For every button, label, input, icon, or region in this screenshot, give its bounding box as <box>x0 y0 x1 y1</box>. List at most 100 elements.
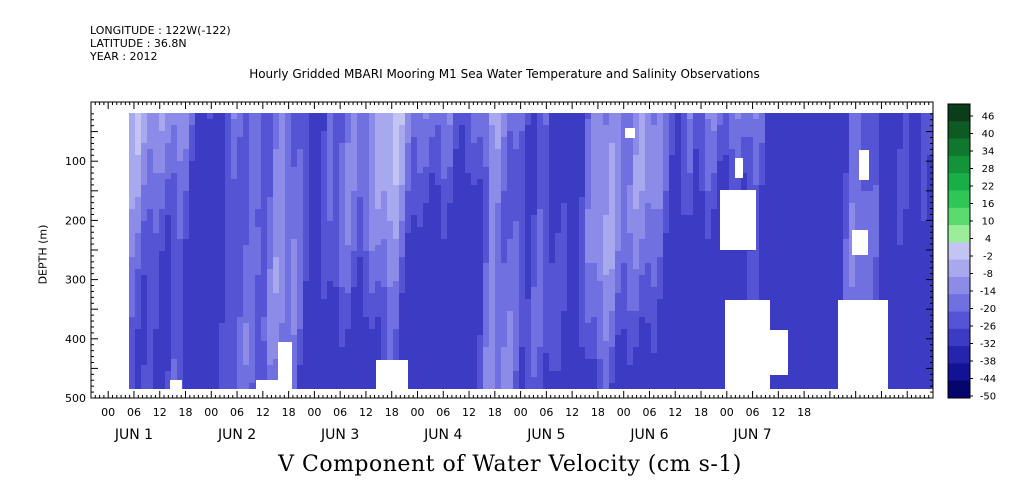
field-cell <box>291 293 298 300</box>
field-cell <box>219 113 226 120</box>
field-cell <box>771 113 778 120</box>
field-cell <box>243 215 250 222</box>
field-cell <box>651 167 658 174</box>
field-cell <box>375 167 382 174</box>
field-cell <box>357 113 364 120</box>
field-cell <box>663 245 670 252</box>
field-cell <box>579 329 586 336</box>
field-cell <box>393 191 400 198</box>
field-cell <box>357 323 364 330</box>
field-cell <box>261 197 268 204</box>
field-cell <box>249 329 256 336</box>
field-cell <box>351 197 358 204</box>
field-cell <box>243 167 250 174</box>
field-cell <box>567 227 574 234</box>
field-cell <box>753 251 760 258</box>
field-cell <box>567 377 574 384</box>
field-cell <box>651 281 658 288</box>
field-cell <box>495 281 502 288</box>
field-cell <box>501 143 508 150</box>
field-cell <box>159 209 166 216</box>
field-cell <box>303 131 310 138</box>
field-cell <box>423 329 430 336</box>
field-cell <box>777 197 784 204</box>
field-cell <box>159 287 166 294</box>
field-cell <box>507 221 514 228</box>
field-cell <box>321 131 328 138</box>
field-cell <box>543 269 550 276</box>
field-cell <box>543 119 550 126</box>
field-cell <box>363 191 370 198</box>
field-cell <box>153 149 160 156</box>
field-cell <box>597 299 604 306</box>
field-cell <box>315 347 322 354</box>
field-cell <box>675 203 682 210</box>
field-cell <box>255 173 262 180</box>
field-cell <box>639 287 646 294</box>
field-cell <box>729 185 736 192</box>
field-cell <box>249 239 256 246</box>
field-cell <box>441 233 448 240</box>
field-cell <box>507 179 514 186</box>
field-cell <box>513 209 520 216</box>
field-cell <box>201 113 208 120</box>
field-cell <box>159 173 166 180</box>
field-cell <box>483 371 490 378</box>
field-cell <box>507 383 514 389</box>
field-cell <box>255 191 262 198</box>
field-cell <box>405 167 412 174</box>
field-cell <box>501 173 508 180</box>
field-cell <box>339 299 346 306</box>
field-cell <box>387 179 394 186</box>
field-cell <box>219 221 226 228</box>
field-cell <box>153 293 160 300</box>
field-cell <box>777 227 784 234</box>
field-cell <box>273 179 280 186</box>
field-cell <box>771 227 778 234</box>
field-cell <box>609 233 616 240</box>
field-cell <box>675 179 682 186</box>
field-cell <box>465 365 472 372</box>
field-cell <box>219 269 226 276</box>
field-cell <box>243 323 250 330</box>
field-cell <box>465 299 472 306</box>
field-cell <box>579 131 586 138</box>
field-cell <box>189 269 196 276</box>
field-cell <box>555 251 562 258</box>
field-cell <box>291 143 298 150</box>
field-cell <box>645 257 652 264</box>
field-cell <box>561 281 568 288</box>
field-cell <box>717 143 724 150</box>
field-cell <box>639 125 646 132</box>
field-cell <box>621 155 628 162</box>
field-cell <box>513 317 520 324</box>
field-cell <box>183 341 190 348</box>
field-cell <box>567 185 574 192</box>
field-cell <box>219 299 226 306</box>
field-cell <box>495 179 502 186</box>
field-cell <box>159 137 166 144</box>
field-cell <box>369 143 376 150</box>
field-cell <box>483 143 490 150</box>
field-cell <box>327 341 334 348</box>
field-cell <box>237 149 244 156</box>
field-cell <box>273 143 280 150</box>
field-cell <box>507 341 514 348</box>
field-cell <box>291 215 298 222</box>
field-cell <box>303 227 310 234</box>
field-cell <box>573 359 580 366</box>
field-cell <box>417 191 424 198</box>
field-cell <box>597 233 604 240</box>
field-cell <box>609 137 616 144</box>
field-cell <box>219 383 226 389</box>
field-cell <box>405 209 412 216</box>
field-cell <box>597 305 604 312</box>
field-cell <box>531 155 538 162</box>
field-cell <box>567 251 574 258</box>
field-cell <box>483 209 490 216</box>
field-cell <box>513 185 520 192</box>
field-cell <box>171 227 178 234</box>
field-cell <box>699 227 706 234</box>
field-cell <box>465 239 472 246</box>
field-cell <box>237 275 244 282</box>
